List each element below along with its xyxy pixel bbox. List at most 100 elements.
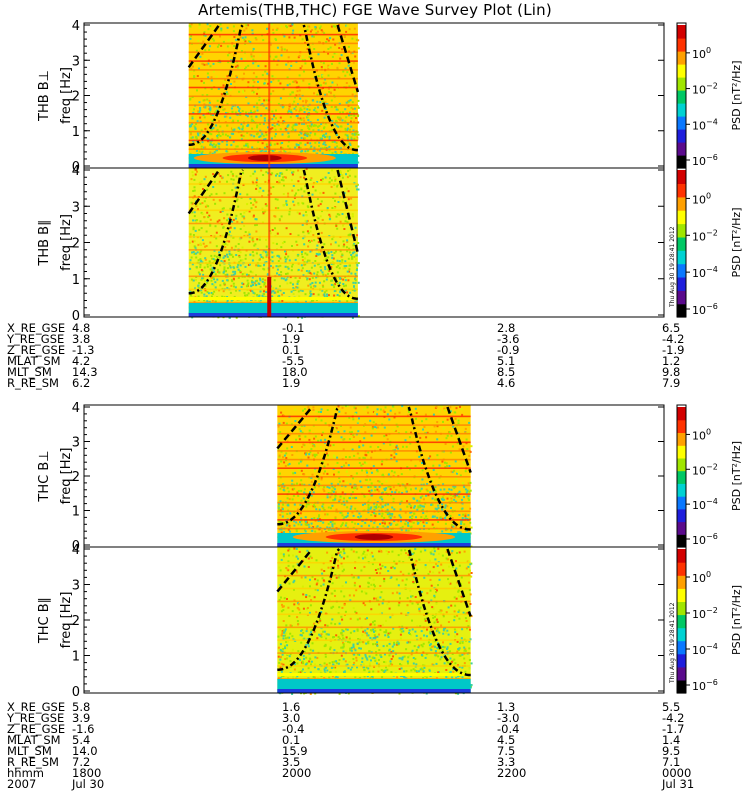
panel-frame xyxy=(83,22,665,169)
panel-ylabel-probe: THC B⊥ xyxy=(37,450,52,502)
ephem-value: 9.5 xyxy=(662,744,681,758)
ephem-value: 15.9 xyxy=(282,744,308,758)
y-tick-label: 1 xyxy=(72,273,80,288)
colorbar-swatch xyxy=(677,575,686,589)
harmonic-bands xyxy=(188,33,358,159)
colorbar-swatch xyxy=(677,508,686,523)
colorbar-label: PSD [nT²/Hz] xyxy=(730,441,743,511)
ephem-value: 5.8 xyxy=(72,700,91,714)
panel-frame xyxy=(83,167,665,318)
colorbar-swatch xyxy=(677,183,686,198)
colorbar-swatch xyxy=(677,210,686,225)
ephem-value: 1.3 xyxy=(497,700,516,714)
colorbar-swatch xyxy=(677,679,686,694)
ephem-value: 1.9 xyxy=(282,332,301,346)
colorbar-swatch xyxy=(677,64,686,78)
ephem-row-label: Y_RE_GSE xyxy=(7,332,65,346)
ephem-value: 1.4 xyxy=(662,733,681,747)
ephem-row-label: MLAT_SM xyxy=(7,733,61,747)
colorbar-label: PSD [nT²/Hz] xyxy=(730,207,743,277)
colorbar-swatch xyxy=(677,196,686,211)
ephem-value: 18.0 xyxy=(282,365,308,379)
ephem-value: 3.5 xyxy=(282,755,301,769)
colorbar-swatch xyxy=(677,470,686,484)
colorbar-tick-label: 10−4 xyxy=(692,117,718,132)
y-tick-label: 1 xyxy=(72,650,80,665)
ephem-row-label: Z_RE_GSE xyxy=(7,722,66,736)
ephem-value: 6.5 xyxy=(662,321,681,335)
y-tick-label: 4 xyxy=(72,401,80,416)
ephem-value: 5.5 xyxy=(662,700,681,714)
ephem-value: 4.5 xyxy=(497,733,516,747)
y-tick-label: 1 xyxy=(72,505,80,520)
gyrofrequency-curves xyxy=(187,24,360,152)
colorbar-swatch xyxy=(677,236,686,251)
ephem-value: -5.5 xyxy=(282,354,305,368)
colorbar-frame xyxy=(676,546,687,694)
colorbar-tick-label: 10−2 xyxy=(692,228,718,243)
colorbar-swatch xyxy=(677,432,686,446)
panel-ylabel-probe: THB B⊥ xyxy=(37,70,52,122)
colorbar-swatch xyxy=(677,223,686,238)
ephem-value: -1.3 xyxy=(72,343,95,357)
panel-ylabel-freq: freq [Hz] xyxy=(59,214,74,271)
colorbar-swatch xyxy=(677,549,686,563)
ephem-row-label: 2007 xyxy=(7,777,37,791)
colorbar-label: PSD [nT²/Hz] xyxy=(730,60,743,130)
colorbar-swatch xyxy=(677,457,686,472)
timestamp-stamp: Thu Aug 30 19:28:41 2012 xyxy=(669,226,676,308)
colorbar-tick-label: 10−6 xyxy=(692,532,718,547)
harmonic-bands xyxy=(277,415,471,538)
colorbar-swatch xyxy=(677,627,686,642)
harmonic-bands xyxy=(277,561,471,680)
colorbar-swatch xyxy=(677,103,686,117)
colorbar-swatch xyxy=(677,562,686,576)
colorbar-tick-label: 10−4 xyxy=(692,265,718,280)
ephem-value: 7.9 xyxy=(662,376,681,390)
colorbar-swatch xyxy=(677,25,686,39)
y-tick-label: 0 xyxy=(72,685,80,700)
colorbar-swatch xyxy=(677,38,686,52)
colorbar-tick-label: 100 xyxy=(692,570,711,585)
colorbar-swatch xyxy=(677,407,686,421)
ephem-row-label: Y_RE_GSE xyxy=(7,711,65,725)
ephem-value: 2.8 xyxy=(497,321,516,335)
y-tick-label: 3 xyxy=(72,54,80,69)
ephem-value: 0000 xyxy=(662,766,692,780)
y-tick-label: 4 xyxy=(72,543,80,558)
colorbar-swatch xyxy=(677,51,686,65)
colorbar-swatch xyxy=(677,276,686,291)
ephem-value: 14.0 xyxy=(72,744,98,758)
colorbar-swatch xyxy=(677,129,686,143)
ephem-value: 0.1 xyxy=(282,343,301,357)
y-tick-label: 2 xyxy=(72,470,80,485)
colorbar-tick-label: 10−2 xyxy=(692,606,718,621)
impulse-line xyxy=(268,168,271,317)
panel-1: 0 1 2 3 4 THB B⊥ freq [Hz] xyxy=(37,19,665,175)
colorbar-tick-label: 100 xyxy=(692,46,711,61)
colorbar-3: 10−6 10−4 10−2 100 PSD [nT²/Hz] xyxy=(676,404,743,548)
y-tick-label: 2 xyxy=(72,614,80,629)
colorbar-swatch xyxy=(677,483,686,497)
ephem-value: 7.2 xyxy=(72,755,91,769)
ephem-value: -1.9 xyxy=(662,343,685,357)
gyrofrequency-curves xyxy=(276,406,472,531)
colorbar-swatch xyxy=(677,653,686,668)
ephem-value: 3.8 xyxy=(72,332,91,346)
ephem-value: -3.0 xyxy=(497,711,520,725)
colorbar-tick-label: 100 xyxy=(692,427,711,442)
ephem-value: 4.2 xyxy=(72,354,91,368)
ephem-row-label: hhmm xyxy=(7,766,44,780)
ephem-row-label: R_RE_SM xyxy=(7,376,59,390)
ephem-value: 3.9 xyxy=(72,711,91,725)
harmonic-bands xyxy=(188,183,358,304)
colorbar-swatch xyxy=(677,290,686,305)
dc-band xyxy=(277,673,471,693)
dc-band xyxy=(277,531,471,547)
panel-2: 0 1 2 3 4 THB B∥ freq [Hz] xyxy=(37,164,665,324)
ephem-value: 1800 xyxy=(72,766,102,780)
colorbar-swatch xyxy=(677,155,686,169)
colorbar-frame xyxy=(676,167,687,318)
y-tick-label: 0 xyxy=(72,539,80,554)
